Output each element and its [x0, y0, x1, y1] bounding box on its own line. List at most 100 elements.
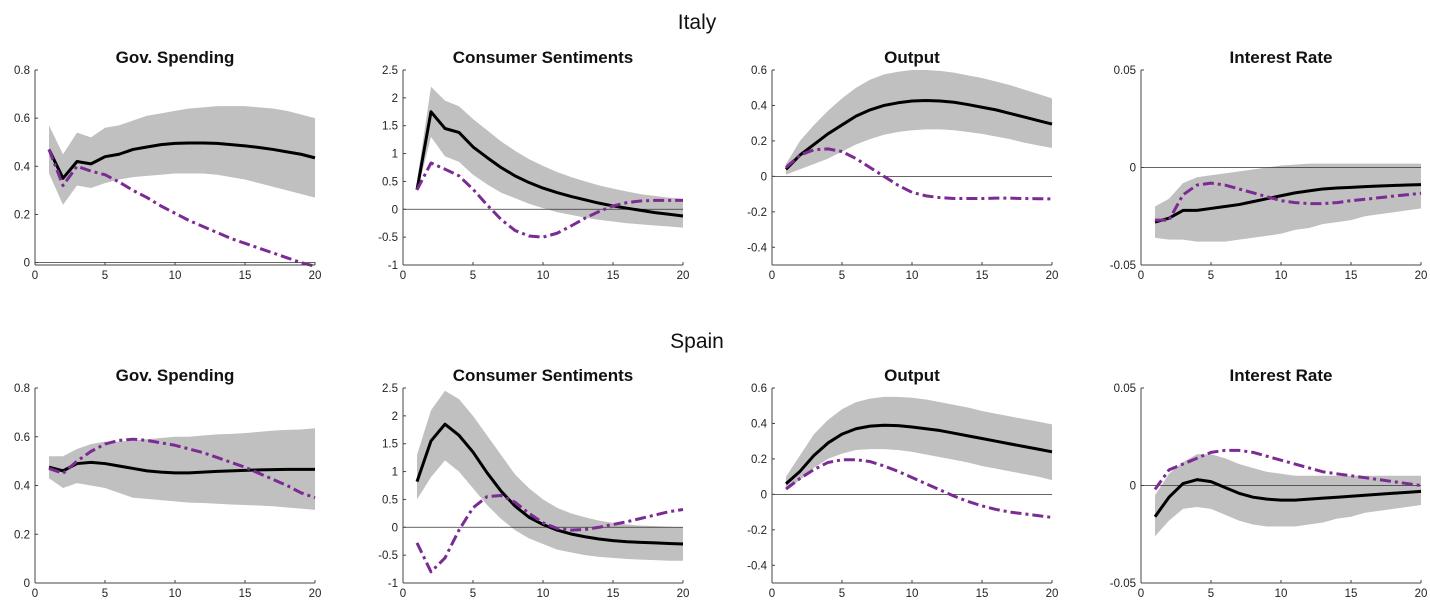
y-tick-label: 0.4 [14, 481, 31, 493]
x-tick-label: 0 [1138, 270, 1144, 282]
x-tick-label: 15 [607, 588, 620, 600]
y-tick-label: 0 [1130, 481, 1136, 493]
panel-title: Output [884, 366, 940, 385]
confidence-band [786, 396, 1052, 490]
panel-spain-gov-spending: Gov. Spending 0 5 10 15 20 0 0.2 0.4 0.6 0.8 [14, 366, 321, 600]
y-tick-label: 0.2 [14, 529, 30, 541]
x-tick-label: 10 [169, 270, 182, 282]
series-line-solid [47, 141, 316, 180]
y-tick-label: 0.4 [751, 100, 768, 112]
y-tick-label: 0.8 [14, 65, 30, 77]
y-tick-label: 0.4 [751, 418, 768, 430]
y-tick-label: -0.2 [747, 525, 767, 537]
panel-italy-consumer-sentiments: Consumer Sentiments 0 5 10 15 20 -1 -0.5 0 0.5 1 1.… [378, 48, 689, 282]
y-tick-label: 0 [24, 258, 30, 270]
x-tick-label: 20 [1046, 270, 1059, 282]
x-tick-label: 10 [906, 588, 919, 600]
y-tick-label: 0 [392, 522, 398, 534]
y-tick-label: -0.5 [378, 232, 398, 244]
y-tick-label: -1 [388, 578, 398, 590]
x-tick-label: 15 [239, 588, 252, 600]
x-tick-label: 0 [1138, 588, 1144, 600]
series-line-dashed [47, 148, 316, 268]
series-line-dashed [785, 458, 1053, 519]
panel-italy-gov-spending: Gov. Spending 0 5 10 15 20 0 0.2 0.4 0.6 0.8 [14, 48, 321, 282]
series-line-dashed [1155, 181, 1422, 222]
y-tick-label: -0.5 [378, 550, 398, 562]
x-tick-label: 15 [976, 588, 989, 600]
panel-title: Interest Rate [1230, 48, 1333, 67]
confidence-band [1155, 454, 1421, 537]
y-tick-label: 0.6 [14, 113, 30, 125]
x-tick-label: 0 [769, 270, 775, 282]
y-tick-label: 0.05 [1114, 383, 1136, 395]
confidence-band [49, 428, 315, 510]
y-tick-label: 1.5 [382, 439, 398, 451]
y-tick-label: -0.05 [1110, 260, 1136, 272]
x-tick-label: 20 [309, 270, 322, 282]
series-line-solid [415, 110, 684, 218]
y-tick-label: 0.6 [751, 65, 767, 77]
confidence-band [417, 86, 683, 228]
x-tick-label: 0 [400, 270, 406, 282]
x-tick-label: 5 [839, 588, 845, 600]
series-line-dashed [785, 147, 1053, 201]
series-line-solid [1153, 478, 1422, 518]
x-tick-label: 10 [537, 588, 550, 600]
series-line-solid [784, 98, 1053, 171]
y-tick-label: 0.2 [14, 209, 30, 221]
x-tick-label: 15 [1345, 270, 1358, 282]
x-tick-label: 10 [1275, 588, 1288, 600]
y-tick-label: 0.2 [751, 454, 767, 466]
panel-title: Interest Rate [1230, 366, 1333, 385]
x-tick-label: 20 [1415, 270, 1428, 282]
row-title-italy: Italy [678, 11, 717, 34]
panel-title: Gov. Spending [116, 366, 235, 385]
series-line-dashed [415, 161, 683, 239]
x-tick-label: 15 [1345, 588, 1358, 600]
y-tick-label: 0.6 [14, 432, 30, 444]
x-tick-label: 20 [1046, 588, 1059, 600]
confidence-band [1155, 163, 1421, 242]
y-tick-label: 0 [761, 171, 767, 183]
y-tick-label: 1 [392, 149, 398, 161]
y-tick-label: 0.4 [14, 161, 31, 173]
panel-title: Output [884, 48, 940, 67]
panel-title: Consumer Sentiments [453, 366, 633, 385]
y-tick-label: 0 [392, 204, 398, 216]
confidence-band [417, 390, 683, 561]
x-tick-label: 0 [400, 588, 406, 600]
panel-spain-output: Output 0 5 10 15 20 -0.4 -0.2 0 0.2 0.4 0.6 [747, 366, 1058, 600]
y-tick-label: 2 [392, 411, 398, 423]
y-tick-label: -0.4 [747, 242, 767, 254]
y-tick-label: 1 [392, 467, 398, 479]
panel-title: Gov. Spending [116, 48, 235, 67]
y-tick-label: 0.05 [1114, 65, 1136, 77]
y-tick-label: 0.6 [751, 383, 767, 395]
y-tick-label: 2 [392, 93, 398, 105]
series-line-solid [48, 460, 315, 475]
x-tick-label: 5 [1208, 588, 1214, 600]
x-tick-label: 5 [839, 270, 845, 282]
x-tick-label: 20 [1415, 588, 1428, 600]
x-tick-label: 5 [470, 270, 476, 282]
x-tick-label: 20 [677, 270, 690, 282]
row-title-spain: Spain [670, 330, 724, 353]
x-tick-label: 20 [677, 588, 690, 600]
series-line-dashed [415, 494, 684, 574]
series-line-dashed [1153, 448, 1422, 491]
x-tick-label: 5 [1208, 270, 1214, 282]
y-tick-label: 0 [24, 578, 30, 590]
x-tick-label: 5 [102, 270, 108, 282]
series-line-dashed [48, 437, 316, 500]
panel-italy-output: Output 0 5 10 15 20 -0.4 -0.2 0 0.2 0.4 0.6 [747, 48, 1058, 282]
y-tick-label: 0.2 [751, 136, 767, 148]
series-line-solid [785, 423, 1053, 485]
confidence-band [49, 106, 315, 205]
y-tick-label: -0.4 [747, 560, 767, 572]
y-tick-label: -0.05 [1110, 578, 1136, 590]
